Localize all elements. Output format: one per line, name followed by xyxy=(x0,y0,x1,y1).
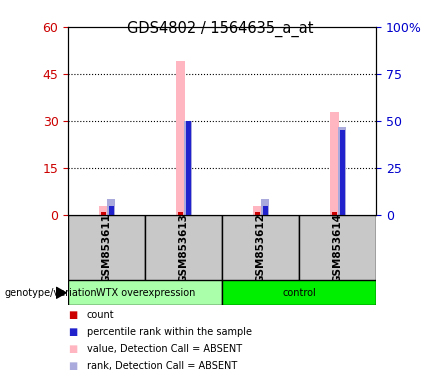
Text: count: count xyxy=(87,310,114,320)
Bar xyxy=(178,212,183,215)
Bar xyxy=(109,206,114,215)
Text: rank, Detection Call = ABSENT: rank, Detection Call = ABSENT xyxy=(87,361,237,371)
Bar xyxy=(101,212,106,215)
Text: percentile rank within the sample: percentile rank within the sample xyxy=(87,327,252,337)
Text: genotype/variation: genotype/variation xyxy=(4,288,97,298)
Polygon shape xyxy=(56,287,66,298)
Bar xyxy=(263,206,268,215)
Bar xyxy=(99,206,108,215)
Bar xyxy=(253,206,262,215)
Bar xyxy=(261,199,269,215)
Text: value, Detection Call = ABSENT: value, Detection Call = ABSENT xyxy=(87,344,242,354)
Text: GSM853613: GSM853613 xyxy=(179,213,189,283)
Bar xyxy=(338,127,346,215)
Text: GDS4802 / 1564635_a_at: GDS4802 / 1564635_a_at xyxy=(127,21,313,37)
Bar xyxy=(332,212,337,215)
Text: ■: ■ xyxy=(68,361,77,371)
Bar xyxy=(255,212,260,215)
Bar xyxy=(107,199,115,215)
Bar xyxy=(222,280,376,305)
Text: GSM853611: GSM853611 xyxy=(102,213,112,283)
Bar xyxy=(330,112,339,215)
Bar xyxy=(176,61,185,215)
Bar xyxy=(340,131,345,215)
Bar xyxy=(222,215,299,280)
Bar xyxy=(68,215,145,280)
Bar xyxy=(186,121,191,215)
Text: ■: ■ xyxy=(68,344,77,354)
Text: control: control xyxy=(282,288,316,298)
Bar xyxy=(145,215,222,280)
Text: GSM853612: GSM853612 xyxy=(256,213,266,283)
Bar xyxy=(184,121,192,215)
Text: ■: ■ xyxy=(68,327,77,337)
Bar xyxy=(68,280,222,305)
Bar xyxy=(299,215,376,280)
Text: ■: ■ xyxy=(68,310,77,320)
Text: WTX overexpression: WTX overexpression xyxy=(95,288,195,298)
Text: GSM853614: GSM853614 xyxy=(333,213,343,283)
